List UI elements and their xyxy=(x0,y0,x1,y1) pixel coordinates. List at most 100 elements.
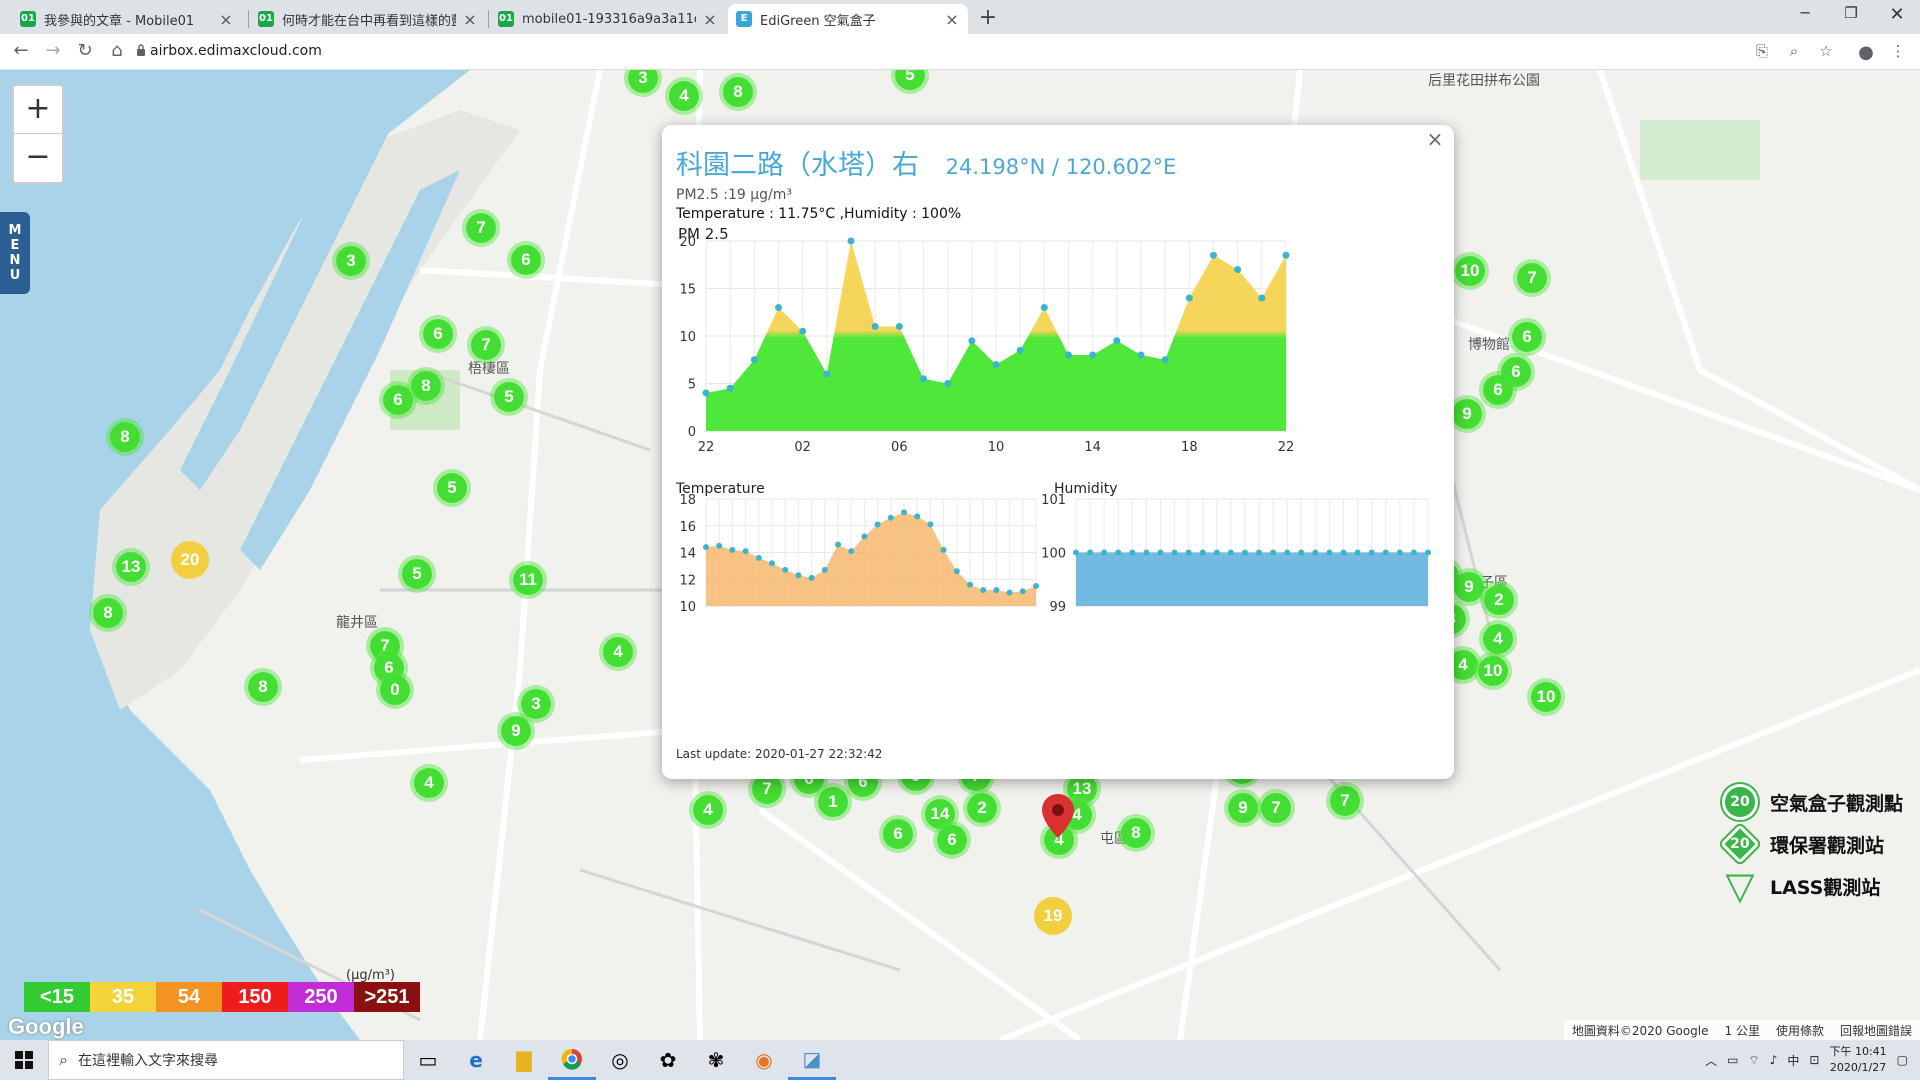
sensor-marker[interactable]: 5 xyxy=(490,378,528,416)
back-arrow-icon[interactable]: ← xyxy=(13,40,29,61)
sensor-marker[interactable]: 1 xyxy=(814,783,852,821)
sensor-marker[interactable]: 10 xyxy=(1474,652,1512,690)
close-tab-icon[interactable]: × xyxy=(703,9,717,29)
sensor-marker[interactable]: 7 xyxy=(462,209,500,247)
sensor-marker[interactable]: 3 xyxy=(624,70,662,97)
app-icon[interactable]: ✾ xyxy=(707,1048,725,1072)
sensor-marker[interactable]: 11 xyxy=(509,561,547,599)
reload-icon[interactable]: ↻ xyxy=(77,40,93,61)
sensor-marker[interactable]: 6 xyxy=(419,315,457,353)
sensor-marker[interactable]: 3 xyxy=(517,685,555,723)
bookmark-star-icon[interactable]: ☆ xyxy=(1819,42,1833,60)
sensor-marker[interactable]: 3 xyxy=(332,242,370,280)
app-icon[interactable]: ✿ xyxy=(659,1048,677,1072)
sensor-marker[interactable]: 5 xyxy=(891,70,929,94)
battery-icon[interactable]: ▭ xyxy=(1727,1053,1739,1067)
sensor-marker[interactable]: 7 xyxy=(467,326,505,364)
profile-avatar-icon[interactable]: ● xyxy=(1858,42,1874,63)
restore-icon[interactable]: ❐ xyxy=(1844,4,1858,22)
browser-tab[interactable]: 01 mobile01-193316a9a3a11dfcb × xyxy=(490,4,726,34)
tab-title: EdiGreen 空氣盒子 xyxy=(760,13,876,29)
task-view-icon[interactable]: ▭ xyxy=(418,1048,438,1072)
browser-tab[interactable]: 01 我參與的文章 - Mobile01 × xyxy=(12,4,242,34)
sensor-marker[interactable]: 6 xyxy=(1508,318,1546,356)
sensor-marker[interactable]: 4 xyxy=(1479,620,1517,658)
sensor-marker[interactable]: 8 xyxy=(106,418,144,456)
sensor-marker[interactable]: 10 xyxy=(1451,252,1489,290)
sensor-marker[interactable]: 9 xyxy=(1224,789,1262,827)
home-icon[interactable]: ⌂ xyxy=(111,40,123,61)
zoom-in-button[interactable]: + xyxy=(14,86,62,134)
sensor-marker[interactable]: 2 xyxy=(1480,581,1518,619)
sensor-marker[interactable]: 4 xyxy=(665,77,703,115)
sensor-marker[interactable]: 8 xyxy=(1117,814,1155,852)
sensor-marker[interactable]: 7 xyxy=(1326,782,1364,820)
windows-start-button[interactable] xyxy=(0,1040,48,1080)
new-tab-button[interactable]: + xyxy=(978,5,998,30)
sensor-marker[interactable]: 6 xyxy=(933,821,971,859)
tab-divider xyxy=(488,10,489,28)
sensor-marker[interactable]: 20 xyxy=(171,541,209,579)
sensor-marker[interactable]: 5 xyxy=(398,555,436,593)
sensor-marker[interactable]: 6 xyxy=(879,815,917,853)
aqi-legend-cell: <15 xyxy=(24,982,90,1012)
location-pin-icon[interactable] xyxy=(1040,792,1076,840)
sensor-marker[interactable]: 4 xyxy=(689,791,727,829)
app-icon[interactable]: ◎ xyxy=(611,1048,629,1072)
close-tab-icon[interactable]: × xyxy=(219,9,233,29)
edge-browser-icon[interactable]: e xyxy=(469,1048,483,1072)
close-tab-icon[interactable]: × xyxy=(463,9,477,29)
y-tick-label: 101 xyxy=(1041,493,1066,508)
map-place-label: 后里花田拼布公園 xyxy=(1428,73,1540,89)
data-point xyxy=(920,375,927,383)
sensor-marker[interactable]: 4 xyxy=(410,764,448,802)
sensor-marker[interactable]: 8 xyxy=(719,73,757,111)
terms-link[interactable]: 使用條款 xyxy=(1775,1023,1824,1038)
sensor-marker[interactable]: 10 xyxy=(1527,678,1565,716)
taskbar-search-box[interactable]: ⌕ 在這裡輸入文字來搜尋 xyxy=(48,1040,404,1080)
sensor-marker[interactable]: 2 xyxy=(963,789,1001,827)
blender-icon[interactable]: ◉ xyxy=(755,1048,773,1072)
app-icon[interactable]: ◪ xyxy=(788,1040,836,1080)
pm25-chart-label: PM 2.5 xyxy=(678,225,729,243)
sensor-marker[interactable]: 6 xyxy=(507,241,545,279)
forward-arrow-icon[interactable]: → xyxy=(45,40,61,61)
map-canvas[interactable]: 龍井區梧棲區東海藝術街商圈中科落羽松后里花田拼布公園台灣博物館潭子區屯區 348… xyxy=(0,70,1920,1040)
sensor-marker[interactable]: 7 xyxy=(1257,789,1295,827)
translate-icon[interactable]: ⎘ xyxy=(1755,42,1768,60)
sensor-marker[interactable]: 5 xyxy=(433,469,471,507)
data-point xyxy=(1033,582,1039,589)
volume-icon[interactable]: ♪ xyxy=(1769,1053,1778,1067)
selected-sensor-marker[interactable]: 19 xyxy=(1034,897,1072,935)
close-tab-icon[interactable]: × xyxy=(945,9,959,29)
taskbar-clock[interactable]: 下午 10:41 2020/1/27 xyxy=(1829,1044,1886,1076)
browser-tab[interactable]: 01 何時才能在台中再看到這樣的藍天 × xyxy=(250,4,486,34)
sensor-marker[interactable]: 9 xyxy=(497,712,535,750)
file-explorer-icon[interactable]: ▇ xyxy=(516,1048,532,1072)
report-error-link[interactable]: 回報地圖錯誤 xyxy=(1839,1023,1912,1038)
zoom-out-button[interactable]: − xyxy=(25,139,51,174)
popup-close-button[interactable]: × xyxy=(1426,127,1444,151)
window-close-icon[interactable]: ✕ xyxy=(1889,4,1905,25)
sensor-marker[interactable]: 8 xyxy=(244,668,282,706)
chrome-menu-icon[interactable]: ⋮ xyxy=(1890,42,1906,60)
minimize-icon[interactable]: ─ xyxy=(1800,4,1810,22)
sensor-marker[interactable]: 0 xyxy=(376,671,414,709)
show-hidden-icons-chevron[interactable]: ︿ xyxy=(1705,1053,1718,1068)
chrome-icon[interactable] xyxy=(548,1040,596,1080)
sensor-marker[interactable]: 7 xyxy=(1513,259,1551,297)
input-mode-icon[interactable]: ⊡ xyxy=(1809,1053,1820,1067)
aqi-legend-cell: 35 xyxy=(90,982,156,1012)
ime-indicator[interactable]: 中 xyxy=(1787,1053,1800,1068)
notification-icon[interactable]: ▢ xyxy=(1896,1053,1908,1067)
address-bar[interactable]: airbox.edimaxcloud.com xyxy=(150,43,322,59)
sensor-marker[interactable]: 4 xyxy=(599,633,637,671)
sensor-marker[interactable]: 6 xyxy=(379,381,417,419)
network-icon[interactable]: ⌔ xyxy=(1748,1052,1760,1067)
sensor-marker[interactable]: 6 xyxy=(1479,371,1517,409)
browser-tab-active[interactable]: E EdiGreen 空氣盒子 × xyxy=(728,4,968,34)
sensor-marker[interactable]: 13 xyxy=(112,548,150,586)
zoom-icon[interactable]: ⌕ xyxy=(1789,42,1799,60)
sensor-marker[interactable]: 8 xyxy=(89,594,127,632)
